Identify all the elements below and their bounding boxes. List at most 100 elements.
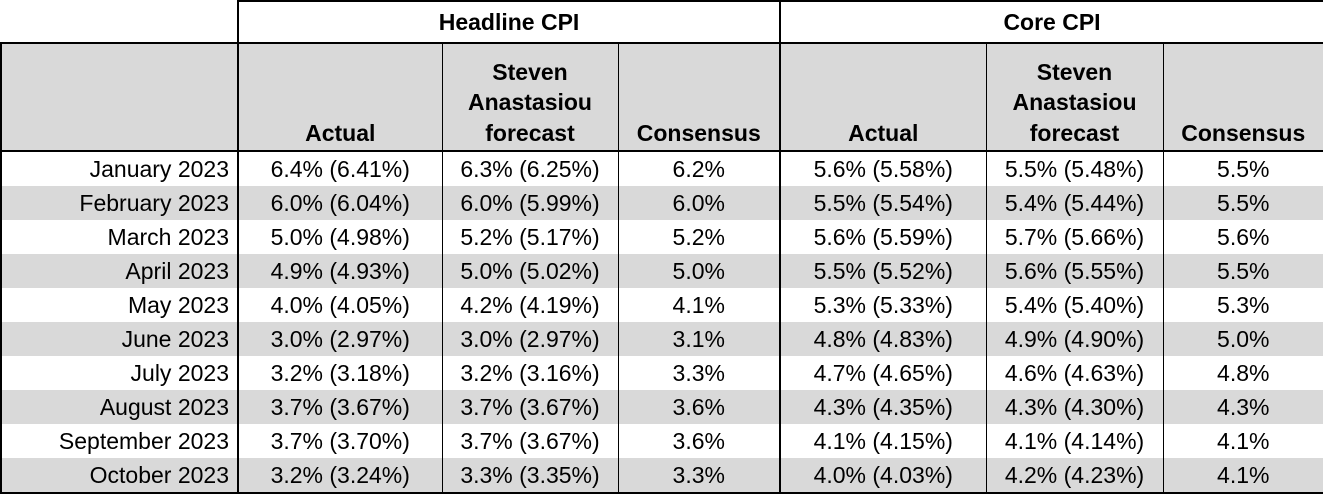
core-consensus-cell: 5.5% — [1162, 151, 1323, 186]
core-actual-cell: 5.6% (5.58%) — [813, 155, 953, 182]
headline-forecast-cell: 4.2% (4.19%) — [441, 288, 618, 322]
headline-consensus-cell: 6.0% — [617, 186, 782, 220]
core-actual-cell: 4.0% (4.03%) — [780, 458, 987, 494]
core-forecast-cell: 4.1% (4.14%) — [985, 424, 1164, 458]
forecast-label-line2: Anastasiou — [1012, 89, 1137, 116]
table-row: August 2023 3.7% (3.67%) 3.7% (3.67%) 3.6% 4… — [0, 390, 1323, 424]
month-cell: July 2023 — [0, 356, 238, 390]
core-consensus-cell: 4.3% — [1162, 390, 1323, 424]
month-cell: August 2023 — [0, 390, 238, 424]
month-cell: May 2023 — [0, 288, 238, 322]
table-row: January 2023 6.4% (6.41%) 6.3% (6.25%) 6.2%… — [0, 151, 1323, 186]
core-forecast-cell: 5.7% (5.66%) — [985, 220, 1164, 254]
core-actual-cell: 5.5% (5.54%) — [780, 186, 987, 220]
headline-actual-cell: 6.0% (6.04%) — [237, 186, 442, 220]
headline-consensus-cell: 4.1% — [617, 288, 782, 322]
core-actual-cell: 4.3% (4.35%) — [780, 390, 987, 424]
core-consensus-cell: 4.1% — [1162, 424, 1323, 458]
core-forecast-cell: 5.6% (5.55%) — [985, 254, 1164, 288]
headline-actual-cell: 3.2% (3.24%) — [237, 458, 442, 494]
headline-actual-cell: 3.0% (2.97%) — [237, 322, 442, 356]
core-consensus-cell: 5.5% — [1162, 186, 1323, 220]
core-forecast-header: Steven Anastasiou forecast — [985, 42, 1164, 152]
core-actual-cell: 5.3% (5.33%) — [813, 291, 953, 318]
month-cell: April 2023 — [0, 254, 238, 288]
core-actual-cell: 5.5% (5.52%) — [780, 254, 987, 288]
group-header-row: Headline CPI Core CPI — [1, 0, 1323, 43]
core-actual-cell: 4.7% (4.65%) — [813, 359, 953, 386]
headline-consensus-cell: 3.3% — [617, 356, 782, 390]
headline-actual-cell: 5.0% (4.98%) — [237, 220, 442, 254]
core-cpi-header: Core CPI — [780, 0, 1323, 43]
headline-forecast-cell: 3.3% (3.35%) — [441, 458, 618, 494]
table-body: January 2023 6.4% (6.41%) 6.3% (6.25%) 6.2%… — [0, 151, 1323, 494]
headline-forecast-cell: 6.3% (6.25%) — [441, 151, 618, 186]
core-forecast-cell: 4.3% (4.30%) — [985, 390, 1164, 424]
forecast-label-line1: Steven — [1036, 58, 1113, 85]
core-consensus-cell: 5.3% — [1162, 288, 1323, 322]
forecast-label-line1: Steven — [492, 58, 568, 85]
core-actual-header: Actual — [780, 42, 987, 152]
headline-actual-cell: 3.2% (3.18%) — [237, 356, 442, 390]
table-row: October 2023 3.2% (3.24%) 3.3% (3.35%) 3.3%… — [0, 458, 1323, 494]
headline-consensus-cell: 3.6% — [617, 424, 782, 458]
table-row: May 2023 4.0% (4.05%) 4.2% (4.19%) 4.1% 5.3%… — [0, 288, 1323, 322]
core-consensus-cell: 4.1% — [1162, 458, 1323, 494]
headline-forecast-cell: 3.0% (2.97%) — [441, 322, 618, 356]
headline-consensus-cell: 5.2% — [617, 220, 782, 254]
month-cell: January 2023 — [0, 151, 238, 186]
corner-cell — [1, 1, 238, 43]
core-actual-cell: 4.8% (4.83%) — [780, 322, 987, 356]
headline-forecast-cell: 3.2% (3.16%) — [441, 356, 618, 390]
core-forecast-cell: 4.9% (4.90%) — [985, 322, 1164, 356]
column-header-row: Actual Steven Anastasiou forecast Consensu… — [0, 42, 1323, 152]
headline-consensus-cell: 3.1% — [617, 322, 782, 356]
headline-actual-cell: 4.9% (4.93%) — [237, 254, 442, 288]
table-row: June 2023 3.0% (2.97%) 3.0% (2.97%) 3.1% 4.8… — [0, 322, 1323, 356]
forecast-label-line3: forecast — [1029, 119, 1120, 146]
headline-actual-header: Actual — [237, 42, 442, 152]
forecast-label-line2: Anastasiou — [468, 89, 592, 116]
core-forecast-cell: 4.2% (4.23%) — [985, 458, 1164, 494]
headline-consensus-cell: 3.6% — [617, 390, 782, 424]
headline-consensus-cell: 6.2% — [617, 151, 782, 186]
headline-forecast-header: Steven Anastasiou forecast — [441, 42, 618, 152]
table-row: September 2023 3.7% (3.70%) 3.7% (3.67%) 3.… — [0, 424, 1323, 458]
table-row: February 2023 6.0% (6.04%) 6.0% (5.99%) 6.0… — [0, 186, 1323, 220]
month-cell: September 2023 — [0, 424, 238, 458]
headline-actual-cell: 3.7% (3.70%) — [237, 424, 442, 458]
headline-forecast-cell: 3.7% (3.67%) — [441, 424, 618, 458]
core-actual-cell: 5.6% (5.59%) — [813, 223, 953, 250]
core-consensus-cell: 5.6% — [1162, 220, 1323, 254]
headline-actual-cell: 4.0% (4.05%) — [237, 288, 442, 322]
headline-actual-cell: 3.7% (3.67%) — [237, 390, 442, 424]
month-cell: June 2023 — [0, 322, 238, 356]
headline-actual-cell: 6.4% (6.41%) — [237, 151, 442, 186]
month-cell: October 2023 — [0, 458, 238, 494]
table-row: April 2023 4.9% (4.93%) 5.0% (5.02%) 5.0% 5.… — [0, 254, 1323, 288]
forecast-label-line3: forecast — [485, 119, 575, 146]
core-actual-cell: 4.1% (4.15%) — [813, 427, 953, 454]
headline-consensus-cell: 3.3% — [617, 458, 782, 494]
month-cell: March 2023 — [0, 220, 238, 254]
core-consensus-header: Consensus — [1162, 42, 1323, 152]
core-consensus-cell: 5.0% — [1162, 322, 1323, 356]
table-row: July 2023 3.2% (3.18%) 3.2% (3.16%) 3.3% 4.7… — [0, 356, 1323, 390]
month-header — [0, 42, 238, 152]
core-consensus-cell: 4.8% — [1162, 356, 1323, 390]
headline-forecast-cell: 3.7% (3.67%) — [441, 390, 618, 424]
table-row: March 2023 5.0% (4.98%) 5.2% (5.17%) 5.2% 5.… — [0, 220, 1323, 254]
headline-forecast-cell: 6.0% (5.99%) — [441, 186, 618, 220]
core-consensus-cell: 5.5% — [1162, 254, 1323, 288]
core-forecast-cell: 5.4% (5.40%) — [985, 288, 1164, 322]
core-forecast-cell: 5.5% (5.48%) — [985, 151, 1164, 186]
headline-forecast-cell: 5.2% (5.17%) — [441, 220, 618, 254]
core-forecast-cell: 4.6% (4.63%) — [985, 356, 1164, 390]
headline-forecast-cell: 5.0% (5.02%) — [441, 254, 618, 288]
headline-consensus-cell: 5.0% — [617, 254, 782, 288]
month-cell: February 2023 — [0, 186, 238, 220]
core-forecast-cell: 5.4% (5.44%) — [985, 186, 1164, 220]
headline-cpi-header: Headline CPI — [236, 0, 782, 43]
headline-consensus-header: Consensus — [617, 42, 782, 152]
